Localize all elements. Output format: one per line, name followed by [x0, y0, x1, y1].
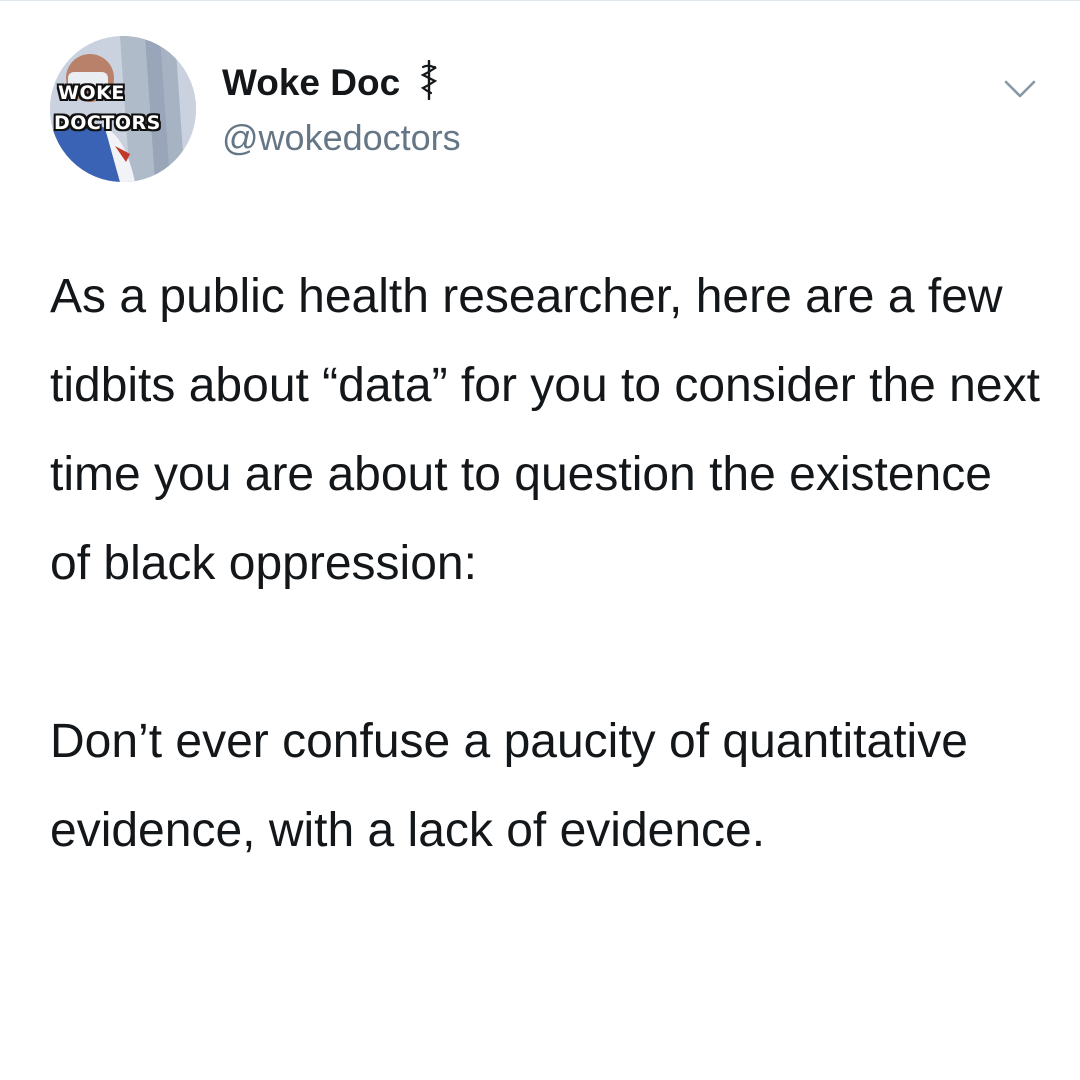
- tweet-header: WOKE DOCTORS Woke Doc @wokedoctors: [50, 36, 1050, 186]
- top-divider: [0, 0, 1080, 1]
- chevron-down-icon: [1004, 80, 1036, 98]
- staff-of-aesculapius-icon: [419, 59, 439, 105]
- tweet-menu-button[interactable]: [1000, 76, 1040, 104]
- avatar-photo: [50, 36, 196, 182]
- author-block: Woke Doc @wokedoctors: [222, 59, 461, 159]
- tweet-paragraph-1: As a public health researcher, here are …: [50, 270, 1040, 590]
- tweet-text: As a public health researcher, here are …: [50, 252, 1040, 875]
- tweet-paragraph-2: Don’t ever confuse a paucity of quantita…: [50, 715, 968, 857]
- display-name[interactable]: Woke Doc: [222, 61, 401, 103]
- avatar[interactable]: WOKE DOCTORS: [50, 36, 196, 182]
- author-handle[interactable]: @wokedoctors: [222, 117, 461, 158]
